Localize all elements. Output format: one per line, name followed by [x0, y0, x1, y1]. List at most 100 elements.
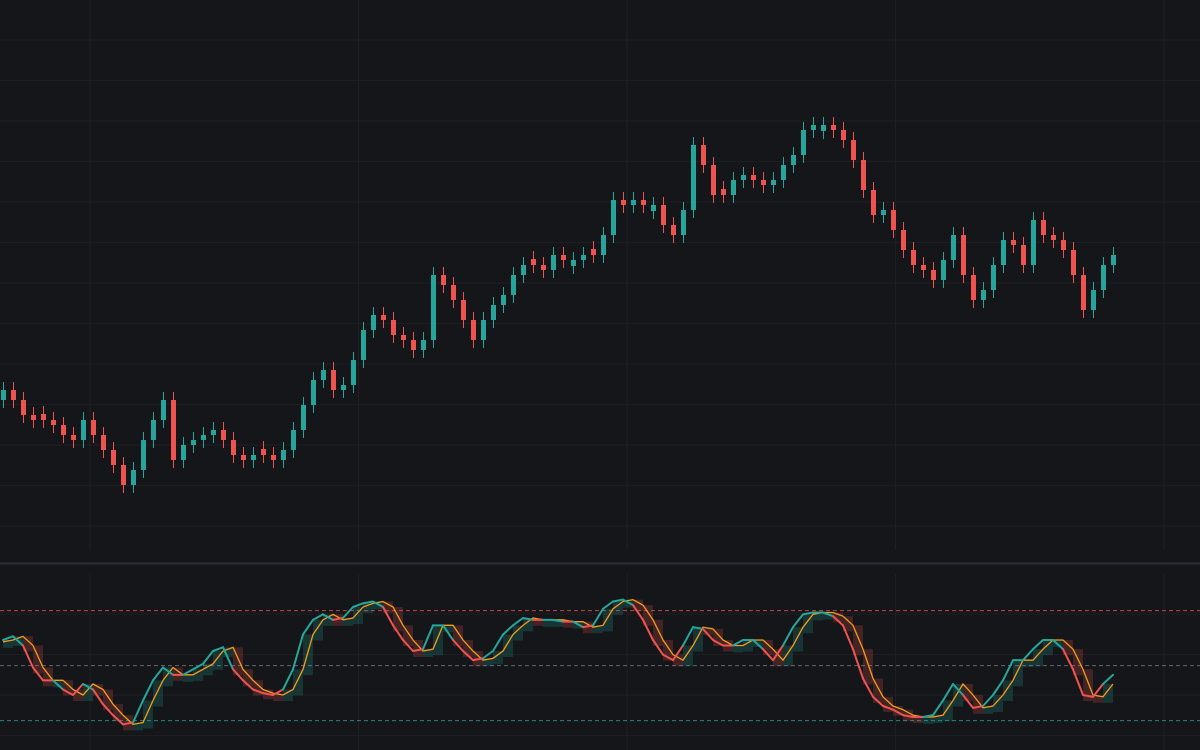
- candle-body: [1041, 220, 1046, 235]
- oscillator-segment: [612, 598, 624, 603]
- oscillator-segment: [232, 668, 244, 682]
- candle-body: [271, 455, 276, 460]
- spread-shade: [593, 625, 603, 634]
- candle-body: [151, 420, 156, 440]
- spread-shade: [643, 605, 653, 626]
- candle-body: [601, 235, 606, 255]
- candle-body: [71, 435, 76, 440]
- spread-shade: [103, 689, 113, 711]
- oscillator-segment: [652, 639, 664, 656]
- spread-shade: [963, 684, 973, 701]
- oscillator-segment: [52, 679, 64, 691]
- candle-body: [321, 370, 326, 380]
- candle-body: [1, 390, 6, 400]
- candle-body: [501, 295, 506, 305]
- candle-body: [311, 380, 316, 405]
- oscillator-segment: [462, 650, 474, 662]
- candle-body: [551, 255, 556, 270]
- oscillator-segment: [512, 617, 524, 627]
- candle-body: [181, 445, 186, 460]
- spread-shade: [1103, 684, 1113, 703]
- spread-shade: [143, 700, 153, 729]
- oscillator-segment: [62, 688, 74, 696]
- spread-shade: [1093, 695, 1103, 703]
- oscillator-segment: [302, 618, 314, 636]
- spread-shade: [773, 649, 783, 667]
- candle-body: [671, 225, 676, 235]
- oscillator-segment: [212, 646, 224, 652]
- spread-shade: [1043, 640, 1053, 656]
- candle-body: [251, 455, 256, 460]
- oscillator-segment: [1032, 639, 1044, 651]
- spread-shade: [353, 607, 363, 624]
- spread-shade: [1023, 660, 1033, 668]
- oscillator-segment: [242, 679, 254, 691]
- candle-body: [731, 180, 736, 195]
- oscillator-segment: [2, 635, 14, 641]
- candle-body: [461, 300, 466, 320]
- candle-body: [901, 230, 906, 250]
- oscillator-segment: [342, 606, 354, 619]
- oscillator-segment: [402, 639, 414, 652]
- spread-shade: [743, 640, 753, 652]
- oscillator-segment: [942, 683, 954, 702]
- candle-body: [21, 400, 26, 415]
- spread-shade: [373, 601, 383, 610]
- oscillator-segment: [282, 668, 294, 691]
- candle-body: [291, 430, 296, 450]
- spread-shade: [993, 695, 1003, 712]
- spread-shade: [463, 640, 473, 657]
- candle-body: [801, 130, 806, 155]
- candle-body: [91, 420, 96, 435]
- oscillator-segment: [332, 617, 344, 621]
- oscillator-segment: [132, 699, 144, 724]
- oscillator-segment: [632, 604, 644, 621]
- candle-body: [451, 285, 456, 300]
- oscillator-segment: [822, 611, 834, 618]
- spread-shade: [23, 636, 33, 652]
- spread-shade: [343, 618, 353, 626]
- oscillator-segment: [1072, 668, 1084, 696]
- oscillator-segment: [1062, 648, 1074, 671]
- candle-body: [621, 200, 626, 205]
- spread-shade: [1063, 640, 1073, 656]
- spread-shade: [273, 693, 283, 701]
- candle-body: [841, 130, 846, 140]
- candle-body: [891, 210, 896, 230]
- spread-shade: [113, 704, 123, 722]
- candle-body: [391, 320, 396, 335]
- candle-body: [261, 449, 266, 455]
- spread-shade: [833, 612, 843, 623]
- spread-shade: [33, 645, 43, 674]
- oscillator-segment: [952, 683, 964, 696]
- candle-body: [571, 260, 576, 266]
- oscillator-segment: [892, 708, 904, 717]
- candle-body: [741, 175, 746, 180]
- candle-body: [691, 145, 696, 210]
- candle-body: [981, 290, 986, 300]
- candle-body: [61, 425, 66, 435]
- candle-body: [1011, 240, 1016, 245]
- spread-shade: [93, 684, 103, 696]
- candle-body: [911, 250, 916, 265]
- oscillator-segment: [962, 694, 974, 709]
- spread-shade: [443, 625, 453, 633]
- candle-body: [701, 145, 706, 165]
- candle-body: [961, 235, 966, 275]
- spread-shade: [943, 700, 953, 722]
- candle-body: [1021, 245, 1026, 265]
- oscillator-segment: [642, 618, 654, 641]
- spread-shade: [703, 627, 713, 635]
- oscillator-segment: [72, 683, 84, 696]
- oscillator-segment: [702, 628, 714, 641]
- oscillator-segment: [1002, 659, 1014, 682]
- oscillator-segment: [162, 666, 174, 676]
- spread-shade: [623, 599, 633, 608]
- oscillator-segment: [142, 679, 154, 702]
- spread-shade: [363, 603, 373, 613]
- oscillator-segment: [792, 613, 804, 629]
- oscillator-segment: [842, 624, 854, 651]
- oscillator-segment: [882, 705, 894, 711]
